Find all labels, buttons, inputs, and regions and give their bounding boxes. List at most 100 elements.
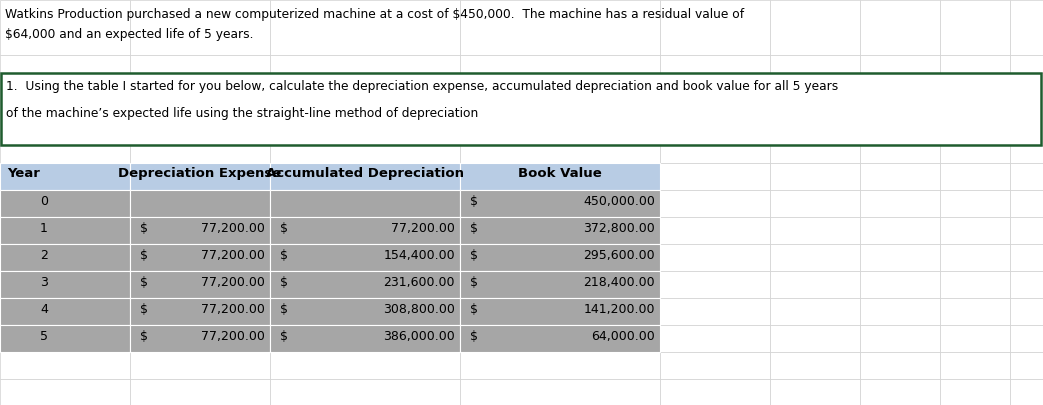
Bar: [1010, 145, 1043, 163]
Bar: [130, 190, 270, 217]
Text: Watkins Production purchased a new computerized machine at a cost of $450,000.  : Watkins Production purchased a new compu…: [5, 8, 744, 21]
Bar: [0, 325, 130, 352]
Bar: [0, 298, 130, 325]
Bar: [860, 244, 940, 271]
Bar: [1010, 217, 1043, 244]
Bar: [660, 244, 770, 271]
Text: 77,200.00: 77,200.00: [201, 330, 265, 343]
Bar: [860, 217, 940, 244]
Bar: [1010, 298, 1043, 325]
Bar: [270, 244, 460, 271]
Bar: [270, 55, 460, 73]
Bar: [940, 163, 1010, 190]
Bar: [460, 325, 660, 352]
Bar: [660, 379, 770, 405]
Bar: [1010, 379, 1043, 405]
Bar: [460, 73, 660, 145]
Bar: [270, 217, 460, 244]
Bar: [0, 379, 130, 405]
Bar: [860, 55, 940, 73]
Bar: [1010, 271, 1043, 298]
Text: $: $: [280, 249, 288, 262]
Bar: [270, 379, 460, 405]
Text: 77,200.00: 77,200.00: [391, 222, 455, 235]
Bar: [270, 325, 460, 352]
Bar: [270, 244, 460, 271]
Bar: [940, 0, 1010, 55]
Bar: [270, 190, 460, 217]
Bar: [770, 0, 860, 55]
Bar: [660, 352, 770, 379]
Bar: [0, 55, 130, 73]
Bar: [270, 298, 460, 325]
Bar: [460, 163, 660, 190]
Text: $: $: [280, 276, 288, 289]
Bar: [130, 325, 270, 352]
Text: $: $: [470, 276, 478, 289]
Bar: [0, 190, 130, 217]
Bar: [0, 163, 130, 190]
Bar: [1010, 163, 1043, 190]
Bar: [770, 217, 860, 244]
Bar: [270, 73, 460, 145]
Bar: [660, 298, 770, 325]
Bar: [0, 217, 130, 244]
Text: 372,800.00: 372,800.00: [583, 222, 655, 235]
Bar: [1010, 55, 1043, 73]
Bar: [130, 163, 270, 190]
Text: $: $: [470, 249, 478, 262]
Text: 386,000.00: 386,000.00: [383, 330, 455, 343]
Bar: [0, 0, 130, 55]
Bar: [940, 325, 1010, 352]
Text: 0: 0: [40, 195, 48, 208]
Bar: [130, 190, 270, 217]
Bar: [1010, 190, 1043, 217]
Text: 295,600.00: 295,600.00: [583, 249, 655, 262]
Text: 141,200.00: 141,200.00: [583, 303, 655, 316]
Bar: [0, 352, 130, 379]
Bar: [0, 244, 130, 271]
Bar: [460, 298, 660, 325]
Bar: [940, 217, 1010, 244]
Text: $: $: [140, 330, 148, 343]
Bar: [660, 145, 770, 163]
Bar: [0, 163, 130, 190]
Bar: [660, 217, 770, 244]
Text: 1.  Using the table I started for you below, calculate the depreciation expense,: 1. Using the table I started for you bel…: [6, 80, 839, 93]
Bar: [860, 163, 940, 190]
Text: 77,200.00: 77,200.00: [201, 249, 265, 262]
Bar: [130, 271, 270, 298]
Bar: [130, 145, 270, 163]
Bar: [940, 271, 1010, 298]
Bar: [940, 379, 1010, 405]
Text: 154,400.00: 154,400.00: [384, 249, 455, 262]
Bar: [940, 145, 1010, 163]
Text: $: $: [140, 276, 148, 289]
Text: 5: 5: [40, 330, 48, 343]
Bar: [1010, 244, 1043, 271]
Bar: [270, 163, 460, 190]
Bar: [0, 325, 130, 352]
Bar: [660, 190, 770, 217]
Text: $: $: [140, 222, 148, 235]
Bar: [860, 325, 940, 352]
Bar: [460, 163, 660, 190]
Bar: [130, 163, 270, 190]
Bar: [660, 0, 770, 55]
Bar: [130, 379, 270, 405]
Bar: [940, 352, 1010, 379]
Text: $64,000 and an expected life of 5 years.: $64,000 and an expected life of 5 years.: [5, 28, 253, 41]
Bar: [460, 379, 660, 405]
Bar: [770, 325, 860, 352]
Bar: [270, 145, 460, 163]
Bar: [460, 271, 660, 298]
Bar: [130, 298, 270, 325]
Text: $: $: [280, 330, 288, 343]
Bar: [1010, 352, 1043, 379]
Bar: [270, 271, 460, 298]
Text: $: $: [470, 195, 478, 208]
Bar: [270, 0, 460, 55]
Bar: [1, 73, 1041, 145]
Bar: [460, 298, 660, 325]
Text: $: $: [280, 222, 288, 235]
